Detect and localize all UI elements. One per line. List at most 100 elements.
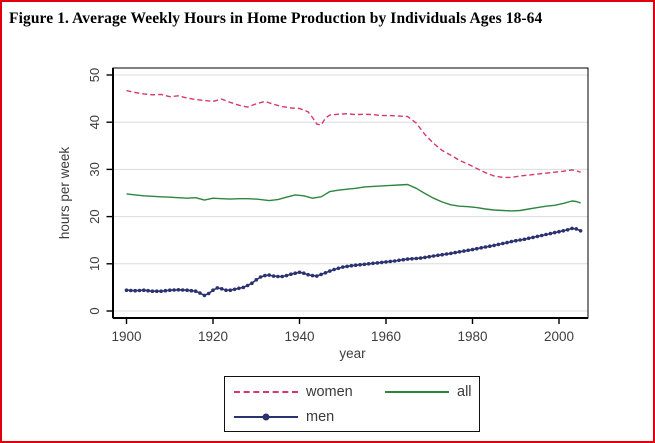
legend-item-men: men <box>234 406 385 428</box>
y-tick-label: 10 <box>87 257 102 271</box>
men-marker <box>137 288 142 293</box>
men-marker <box>284 273 289 278</box>
men-marker <box>310 273 315 278</box>
men-marker <box>293 271 298 276</box>
men-marker <box>142 288 146 293</box>
men-marker <box>341 265 345 269</box>
men-marker <box>254 278 259 282</box>
women-line <box>126 89 581 179</box>
men-marker <box>574 227 579 231</box>
men-marker <box>392 259 397 263</box>
men-marker <box>155 289 159 294</box>
men-marker <box>328 269 332 273</box>
figure-title: Figure 1. Average Weekly Hours in Home P… <box>9 10 543 27</box>
men-marker <box>548 231 553 236</box>
men-marker <box>405 257 410 261</box>
men-marker <box>219 287 224 291</box>
men-marker <box>418 256 423 260</box>
plot-border <box>112 67 589 319</box>
y-tick-label: 20 <box>87 209 102 223</box>
legend-label-all: all <box>457 383 472 400</box>
men-marker <box>578 229 583 233</box>
men-marker <box>397 258 401 263</box>
men-marker <box>552 230 557 235</box>
x-axis-title: year <box>339 346 366 361</box>
men-line <box>126 227 581 297</box>
men-marker <box>514 238 518 243</box>
men-marker <box>488 244 492 248</box>
men-marker <box>258 275 263 279</box>
men-marker <box>557 229 561 234</box>
legend-label-men: men <box>306 408 335 425</box>
legend-label-women: women <box>306 383 353 400</box>
men-marker <box>570 226 574 231</box>
men-marker <box>176 288 181 292</box>
men-marker <box>215 286 220 290</box>
men-marker <box>531 235 535 240</box>
men-marker <box>245 283 250 288</box>
men-marker <box>565 228 570 232</box>
men-marker <box>146 288 150 293</box>
men-marker <box>211 288 215 293</box>
men-marker <box>129 288 133 293</box>
men-marker <box>375 261 380 265</box>
men-marker <box>466 248 471 253</box>
men-marker <box>561 229 566 233</box>
all-line <box>126 183 581 212</box>
men-marker <box>124 288 129 293</box>
men-marker <box>133 288 137 293</box>
men-marker <box>280 274 285 279</box>
men-marker <box>479 246 484 250</box>
men-marker <box>492 243 496 248</box>
men-marker <box>237 286 241 291</box>
legend-sample-women <box>234 390 298 393</box>
men-marker <box>172 288 176 292</box>
men-marker <box>544 232 548 237</box>
men-marker <box>496 242 501 247</box>
men-marker <box>202 293 207 298</box>
men-marker <box>323 271 328 275</box>
men-marker <box>168 288 172 293</box>
men-marker <box>449 251 453 256</box>
x-tick-label: 1940 <box>284 329 314 344</box>
men-marker <box>423 255 427 260</box>
men-marker <box>241 285 246 290</box>
legend-box: women all men <box>224 376 480 432</box>
men-marker <box>150 289 155 294</box>
men-marker <box>315 274 319 278</box>
men-marker <box>379 260 384 265</box>
x-tick-label: 1920 <box>198 329 228 344</box>
x-tick-label: 1900 <box>111 329 141 344</box>
y-tick-label: 30 <box>87 162 102 176</box>
men-marker <box>518 238 522 242</box>
x-tick-label: 1960 <box>371 329 401 344</box>
men-marker <box>193 289 198 294</box>
men-marker <box>505 240 509 245</box>
men-marker <box>189 288 194 293</box>
men-marker <box>336 266 341 271</box>
men-marker <box>483 245 488 249</box>
men-marker <box>366 262 371 266</box>
men-marker <box>457 250 462 254</box>
men-marker <box>228 288 233 293</box>
men-marker <box>159 289 163 294</box>
men-marker <box>436 253 440 258</box>
men-marker <box>462 249 466 253</box>
men-marker <box>509 239 514 244</box>
men-marker <box>163 288 168 293</box>
legend-item-all: all <box>385 381 479 403</box>
men-marker <box>501 241 505 246</box>
y-tick-label: 40 <box>87 115 102 129</box>
men-marker <box>444 252 449 256</box>
legend-sample-all <box>385 390 449 393</box>
men-marker <box>427 254 432 259</box>
legend-item-women: women <box>234 381 385 403</box>
legend-sample-men <box>234 415 298 418</box>
men-marker <box>306 272 310 277</box>
men-marker <box>276 274 280 279</box>
men-marker <box>332 267 336 272</box>
x-tick-label: 2000 <box>544 329 574 344</box>
men-marker <box>475 246 479 251</box>
